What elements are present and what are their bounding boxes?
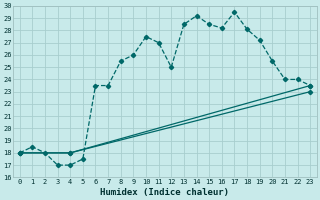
X-axis label: Humidex (Indice chaleur): Humidex (Indice chaleur) <box>100 188 229 197</box>
